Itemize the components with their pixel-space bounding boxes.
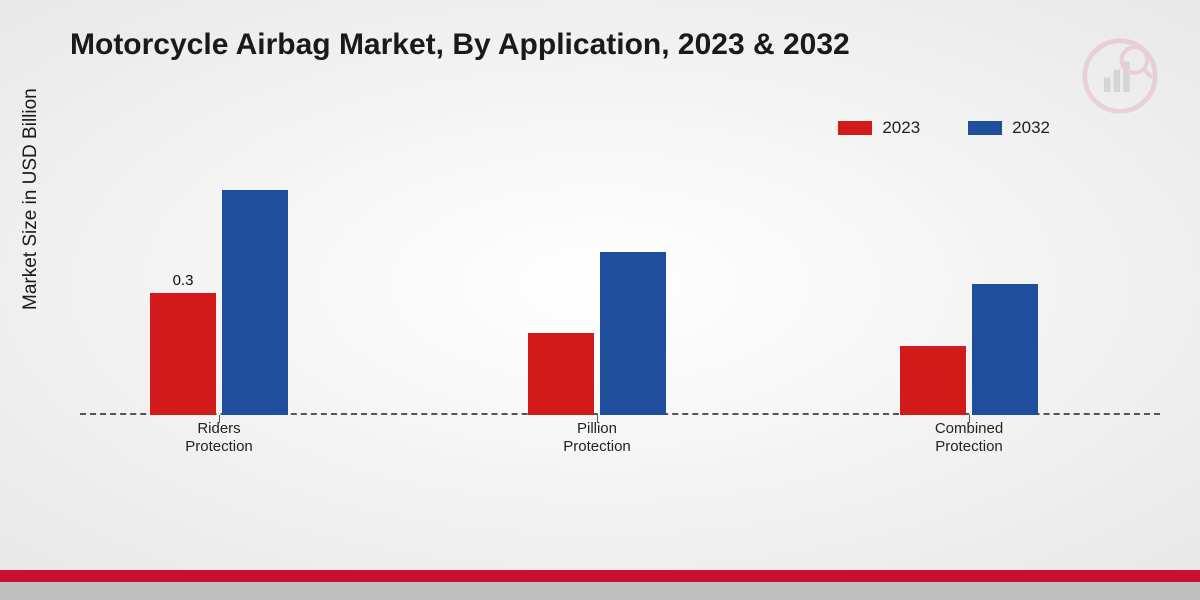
x-axis-category-label: RidersProtection [185, 420, 253, 458]
plot-area: 0.3 RidersProtection PillionProtection Comb… [80, 170, 1160, 455]
bar-wrap [528, 333, 594, 415]
legend-label-2032: 2032 [1012, 118, 1050, 138]
bar-2023 [528, 333, 594, 415]
bar-wrap [972, 284, 1038, 415]
footer-bars [0, 570, 1200, 600]
footer-red-bar [0, 570, 1200, 582]
legend-item-2032: 2032 [968, 118, 1050, 138]
watermark-logo [1080, 36, 1160, 116]
footer-gray-bar [0, 582, 1200, 600]
legend-swatch-2032 [968, 121, 1002, 135]
x-axis-category-label: PillionProtection [563, 420, 631, 458]
bar-group: 0.3 [150, 190, 288, 415]
bar-2032 [972, 284, 1038, 415]
legend-label-2023: 2023 [882, 118, 920, 138]
legend-item-2023: 2023 [838, 118, 920, 138]
bar-2023 [900, 346, 966, 415]
bar-2032 [600, 252, 666, 415]
bar-2032 [222, 190, 288, 415]
bar-wrap [222, 190, 288, 415]
legend-swatch-2023 [838, 121, 872, 135]
bar-wrap [600, 252, 666, 415]
chart-container: Motorcycle Airbag Market, By Application… [0, 0, 1200, 570]
x-axis-category-label: CombinedProtection [935, 420, 1003, 458]
bar-wrap: 0.3 [150, 293, 216, 416]
chart-title: Motorcycle Airbag Market, By Application… [70, 28, 850, 62]
bar-wrap [900, 346, 966, 415]
bar-group [900, 284, 1038, 415]
bar-value-label: 0.3 [173, 272, 194, 293]
y-axis-label: Market Size in USD Billion [20, 88, 42, 310]
bar-group [528, 252, 666, 415]
legend: 2023 2032 [838, 118, 1050, 138]
bar-2023 [150, 293, 216, 416]
